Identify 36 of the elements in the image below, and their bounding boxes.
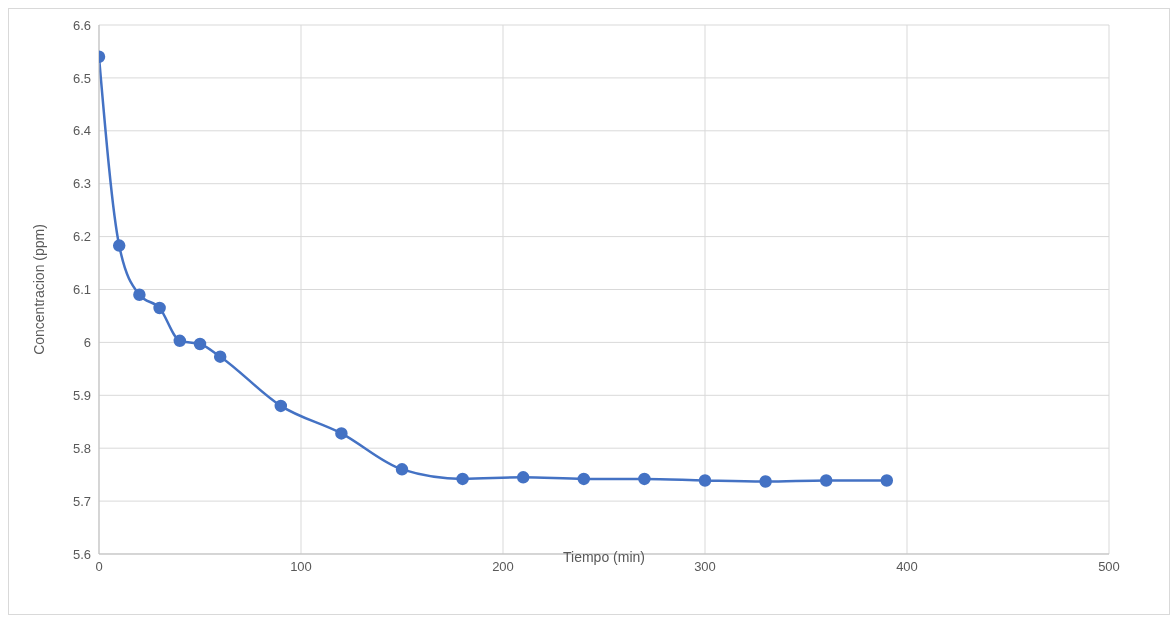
point bbox=[153, 301, 166, 315]
y-axis-title: Concentracion (ppm) bbox=[30, 224, 47, 355]
x-tick-label: 400 bbox=[896, 559, 918, 575]
point bbox=[335, 427, 348, 440]
point bbox=[698, 474, 712, 487]
y-tick-label: 6.6 bbox=[72, 17, 91, 33]
y-tick-label: 6.5 bbox=[72, 70, 91, 86]
y-tick-label: 6.3 bbox=[72, 176, 91, 192]
y-tick-label: 5.6 bbox=[72, 546, 91, 562]
point bbox=[516, 471, 530, 484]
x-axis-title: Tiempo (min) bbox=[563, 548, 645, 565]
point bbox=[456, 472, 469, 486]
point bbox=[577, 472, 591, 486]
x-tick-label: 500 bbox=[1098, 559, 1120, 575]
x-tick-label: 300 bbox=[694, 559, 716, 575]
y-tick-label: 6 bbox=[83, 335, 91, 351]
x-tick-label: 0 bbox=[95, 559, 103, 575]
point bbox=[638, 472, 651, 486]
point bbox=[173, 334, 187, 348]
y-tick-label: 5.9 bbox=[72, 387, 91, 403]
y-tick-label: 6.4 bbox=[72, 123, 91, 139]
point bbox=[213, 350, 227, 363]
y-tick-label: 5.8 bbox=[72, 440, 91, 456]
point bbox=[759, 475, 772, 488]
y-tick-label: 6.2 bbox=[72, 229, 91, 245]
x-tick-label: 100 bbox=[290, 559, 312, 575]
point bbox=[819, 474, 833, 487]
point bbox=[193, 337, 207, 351]
point bbox=[112, 239, 126, 252]
y-tick-label: 5.7 bbox=[72, 493, 91, 509]
point bbox=[880, 474, 894, 487]
point bbox=[133, 288, 146, 302]
y-tick-label: 6.1 bbox=[72, 282, 91, 298]
point bbox=[274, 399, 288, 413]
point bbox=[395, 463, 409, 476]
x-tick-label: 200 bbox=[492, 559, 514, 575]
